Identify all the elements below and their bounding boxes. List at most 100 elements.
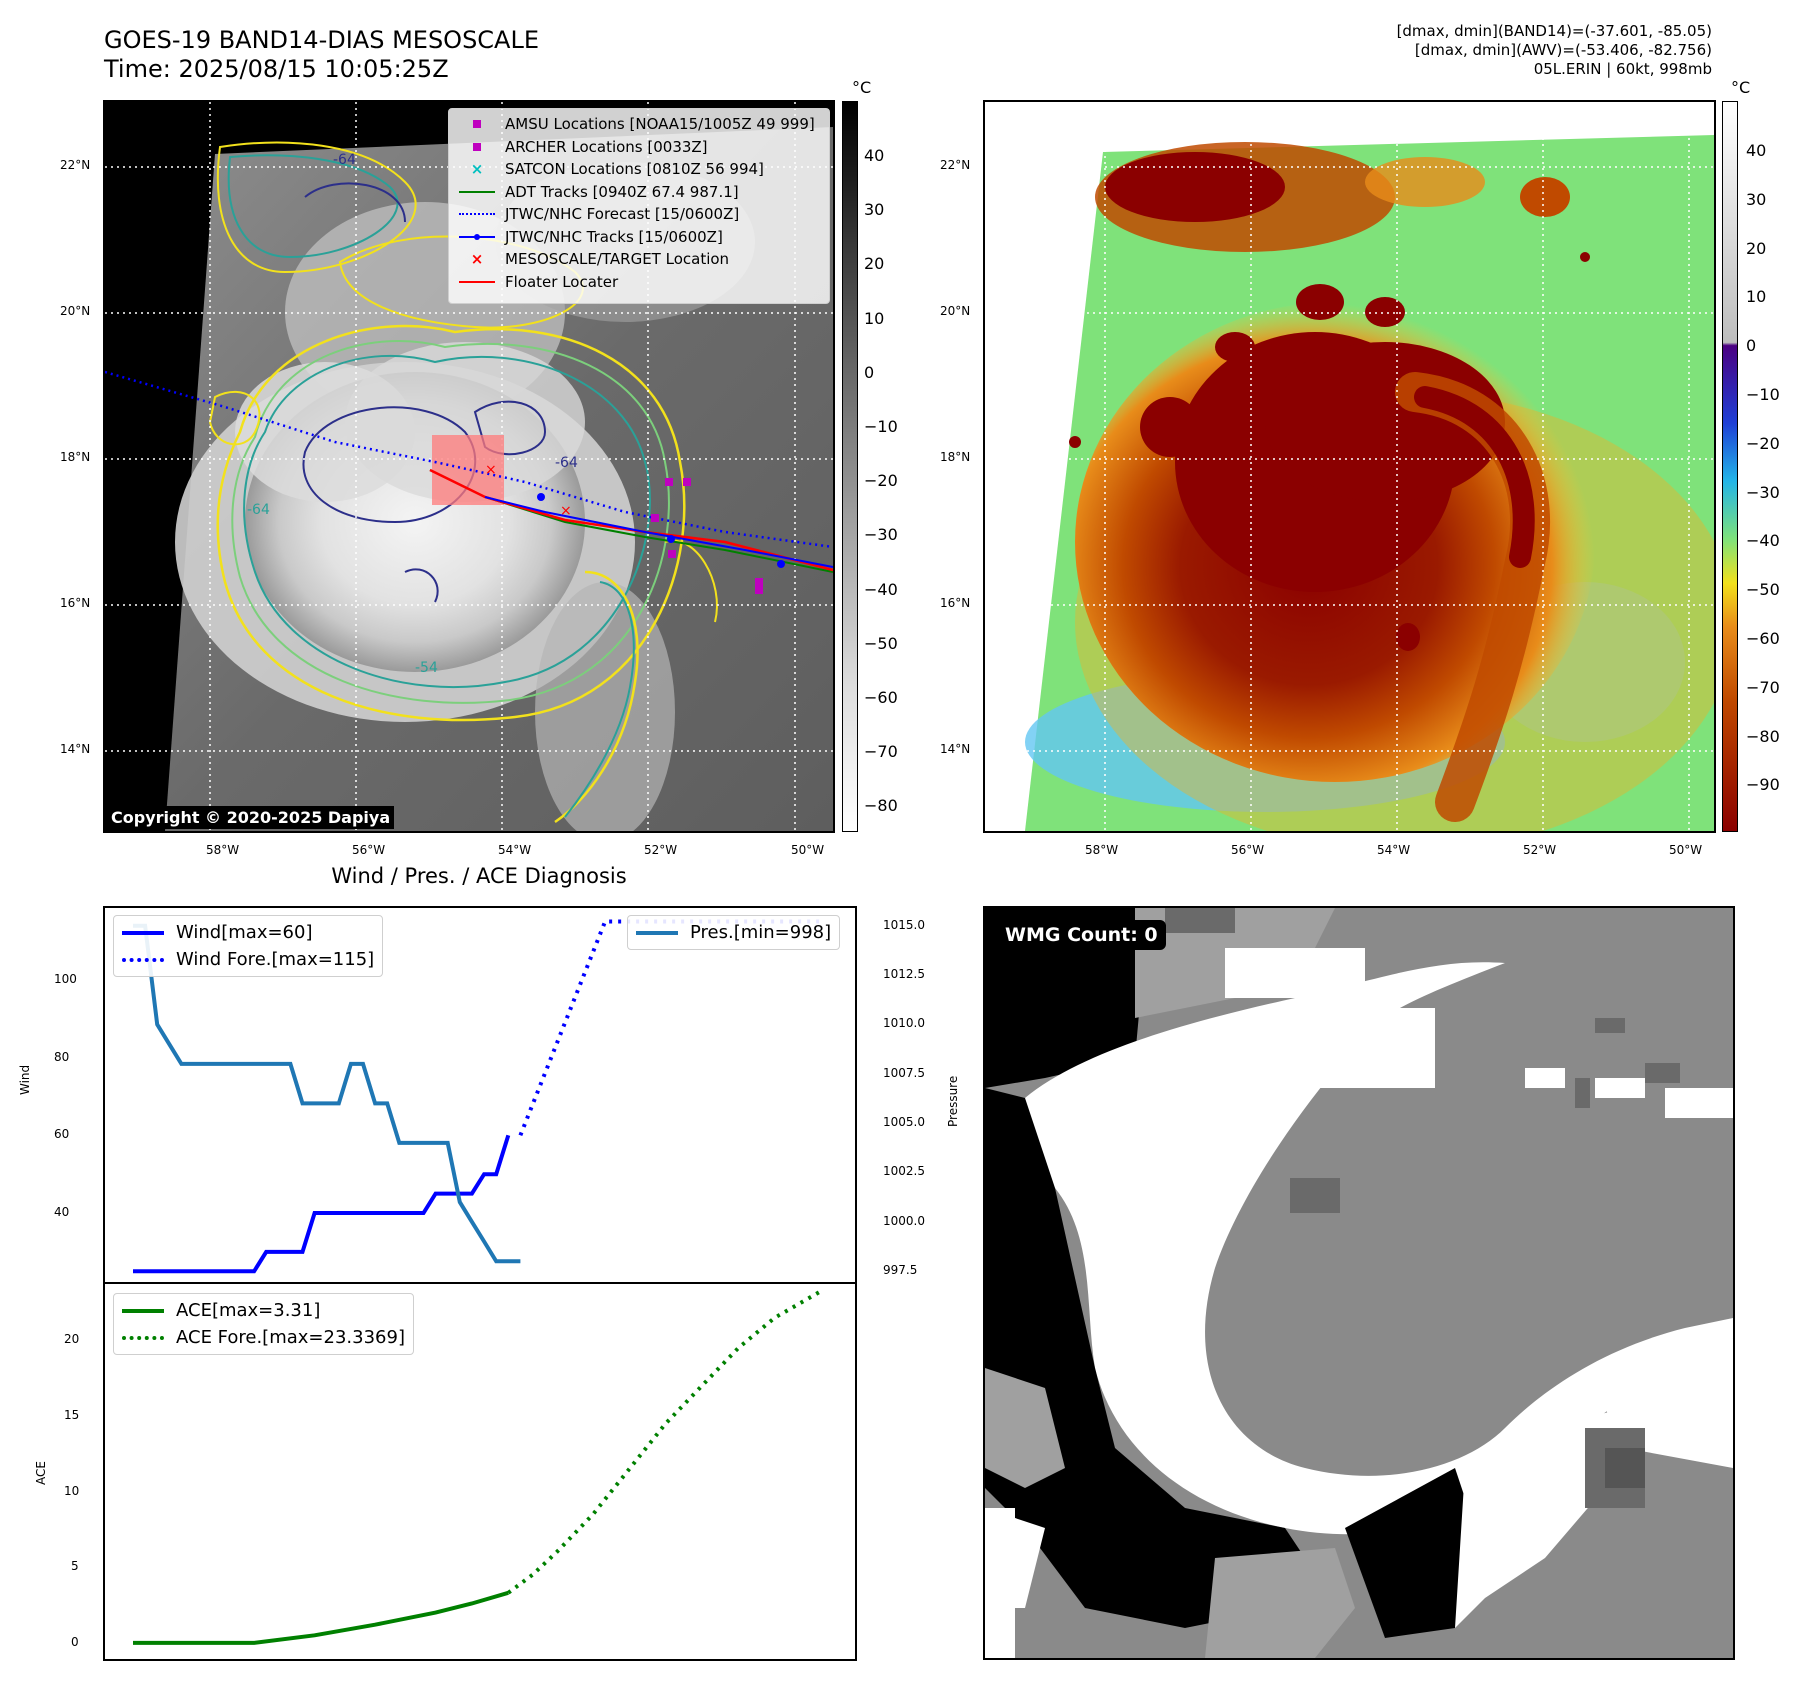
forecast-track-line — [105, 370, 833, 549]
jtwc-track-line — [484, 496, 833, 568]
wind-axis-title: Wind — [18, 1064, 32, 1095]
ir-colorbar — [842, 101, 858, 832]
pressure-tick-1: 1000.0 — [883, 1213, 925, 1228]
ir-colorbar-unit: °C — [852, 78, 872, 97]
ir-colorbar-tick-11: −70 — [864, 742, 898, 762]
awv-lon-54: 54°W — [1377, 843, 1411, 857]
pressure-axis-title: Pressure — [946, 1075, 960, 1127]
pressure-tick-3: 1005.0 — [883, 1115, 925, 1130]
wmg-imagery — [985, 908, 1733, 1658]
awv-colorbar-tick-7: −30 — [1746, 482, 1780, 502]
ir-colorbar-tick-9: −50 — [864, 633, 898, 653]
ace-series-line-0 — [133, 1590, 509, 1645]
ace-axis-title: ACE — [34, 1461, 48, 1485]
svg-text:×: × — [560, 503, 572, 519]
awv-colorbar-tick-8: −40 — [1746, 531, 1780, 551]
legend-item-jtwc-tracks: JTWC/NHC Tracks [15/0600Z] — [455, 226, 823, 249]
legend-item-floater: Floater Locater — [455, 271, 823, 294]
awv-lat-16: 16°N — [940, 596, 971, 610]
ir-colorbar-tick-7: −30 — [864, 525, 898, 545]
ir-colorbar-tick-2: 20 — [864, 254, 885, 274]
ir-lat-14: 14°N — [60, 742, 91, 756]
awv-gridlines — [985, 102, 1714, 831]
ir-colorbar-tick-0: 40 — [864, 146, 885, 165]
wmg-count-badge: WMG Count: 0 — [997, 920, 1166, 950]
stats-line-3: 05L.ERIN | 60kt, 998mb — [1533, 60, 1712, 78]
legend-item-amsu: AMSU Locations [NOAA15/1005Z 49 999] — [455, 113, 823, 136]
legend-ace: ACE[max=3.31] — [122, 1297, 405, 1324]
awv-colorbar-tick-12: −80 — [1746, 726, 1780, 746]
diagnosis-title: Wind / Pres. / ACE Diagnosis — [331, 864, 627, 888]
awv-colorbar-tick-6: −20 — [1746, 433, 1780, 453]
ir-lat-18: 18°N — [60, 450, 91, 464]
legend-item-forecast: JTWC/NHC Forecast [15/0600Z] — [455, 203, 823, 226]
ir-lon-52: 52°W — [644, 843, 678, 857]
legend-item-adt: ADT Tracks [0940Z 67.4 987.1] — [455, 181, 823, 204]
awv-colorbar-tick-2: 20 — [1746, 238, 1767, 258]
ir-lon-54: 54°W — [498, 843, 532, 857]
awv-colorbar-tick-3: 10 — [1746, 287, 1767, 307]
stats-header: [dmax, dmin](BAND14)=(-37.601, -85.05) [… — [1397, 22, 1712, 79]
ir-colorbar-tick-4: 0 — [864, 362, 875, 382]
legend-ace-forecast: ACE Fore.[max=23.3369] — [122, 1324, 405, 1351]
ir-colorbar-tick-1: 30 — [864, 200, 885, 220]
contour-label-3: -54 — [415, 660, 438, 676]
wind-tick-1: 60 — [54, 1127, 70, 1142]
awv-colorbar — [1722, 101, 1738, 832]
figure-title: GOES-19 BAND14-DIAS MESOSCALE Time: 2025… — [104, 26, 539, 84]
awv-lat-20: 20°N — [940, 304, 971, 318]
ace-tick-1: 5 — [71, 1559, 79, 1574]
ir-legend: AMSU Locations [NOAA15/1005Z 49 999] ARC… — [448, 108, 830, 304]
legend-pressure: Pres.[min=998] — [636, 919, 831, 946]
ir-colorbar-tick-12: −80 — [864, 796, 898, 816]
floater-track-line — [429, 468, 833, 572]
pressure-tick-5: 1010.0 — [883, 1016, 925, 1031]
ir-lon-56: 56°W — [352, 843, 386, 857]
contour-label-4: -64 — [555, 455, 578, 471]
legend-item-archer: ARCHER Locations [0033Z] — [455, 136, 823, 159]
ir-lon-58: 58°W — [206, 843, 240, 857]
ace-tick-2: 10 — [64, 1483, 80, 1498]
awv-colorbar-tick-11: −70 — [1746, 677, 1780, 697]
ir-lat-16: 16°N — [60, 596, 91, 610]
ir-colorbar-tick-6: −20 — [864, 471, 898, 491]
stats-line-1: [dmax, dmin](BAND14)=(-37.601, -85.05) — [1396, 22, 1712, 40]
wind-legend: Wind[max=60] Wind Fore.[max=115] — [113, 915, 384, 977]
awv-lon-52: 52°W — [1523, 843, 1557, 857]
ir-colorbar-tick-8: −40 — [864, 579, 898, 599]
ace-series-line-1 — [507, 1288, 824, 1595]
awv-lon-58: 58°W — [1085, 843, 1119, 857]
ir-lat-20: 20°N — [60, 304, 91, 318]
pressure-legend: Pres.[min=998] — [627, 915, 841, 950]
ace-tick-4: 20 — [64, 1332, 80, 1347]
awv-colorbar-tick-0: 40 — [1746, 141, 1767, 160]
pressure-tick-2: 1002.5 — [883, 1164, 925, 1179]
title-line-1: GOES-19 BAND14-DIAS MESOSCALE — [104, 26, 540, 54]
stats-line-2: [dmax, dmin](AWV)=(-53.406, -82.756) — [1414, 41, 1712, 59]
wind-tick-3: 100 — [54, 971, 77, 986]
copyright-label: Copyright © 2020-2025 Dapiya — [107, 806, 395, 829]
wind-tick-0: 40 — [54, 1205, 70, 1220]
awv-colorbar-tick-10: −60 — [1746, 629, 1780, 648]
awv-colorbar-tick-1: 30 — [1746, 189, 1767, 209]
awv-colorbar-tick-5: −10 — [1746, 385, 1780, 404]
ir-colorbar-tick-3: 10 — [864, 308, 885, 328]
ace-tick-0: 0 — [71, 1634, 79, 1649]
wind-tick-2: 80 — [54, 1049, 70, 1064]
awv-imagery — [985, 102, 1714, 831]
pressure-tick-4: 1007.5 — [883, 1065, 925, 1080]
series-line-2 — [133, 923, 521, 1264]
svg-text:×: × — [485, 462, 497, 478]
ace-legend: ACE[max=3.31] ACE Fore.[max=23.3369] — [113, 1293, 414, 1355]
awv-lat-18: 18°N — [940, 450, 971, 464]
awv-colorbar-unit: °C — [1731, 78, 1751, 97]
ir-lon-50: 50°W — [791, 843, 825, 857]
wmg-panel: WMG Count: 0 — [983, 906, 1735, 1660]
awv-colorbar-tick-4: 0 — [1746, 336, 1757, 356]
awv-colorbar-tick-9: −50 — [1746, 580, 1780, 600]
awv-lon-56: 56°W — [1231, 843, 1265, 857]
mesoscale-target-box — [432, 435, 504, 505]
pressure-tick-7: 1015.0 — [883, 917, 925, 932]
legend-item-target: × MESOSCALE/TARGET Location — [470, 250, 730, 268]
ir-lat-22: 22°N — [60, 158, 91, 172]
